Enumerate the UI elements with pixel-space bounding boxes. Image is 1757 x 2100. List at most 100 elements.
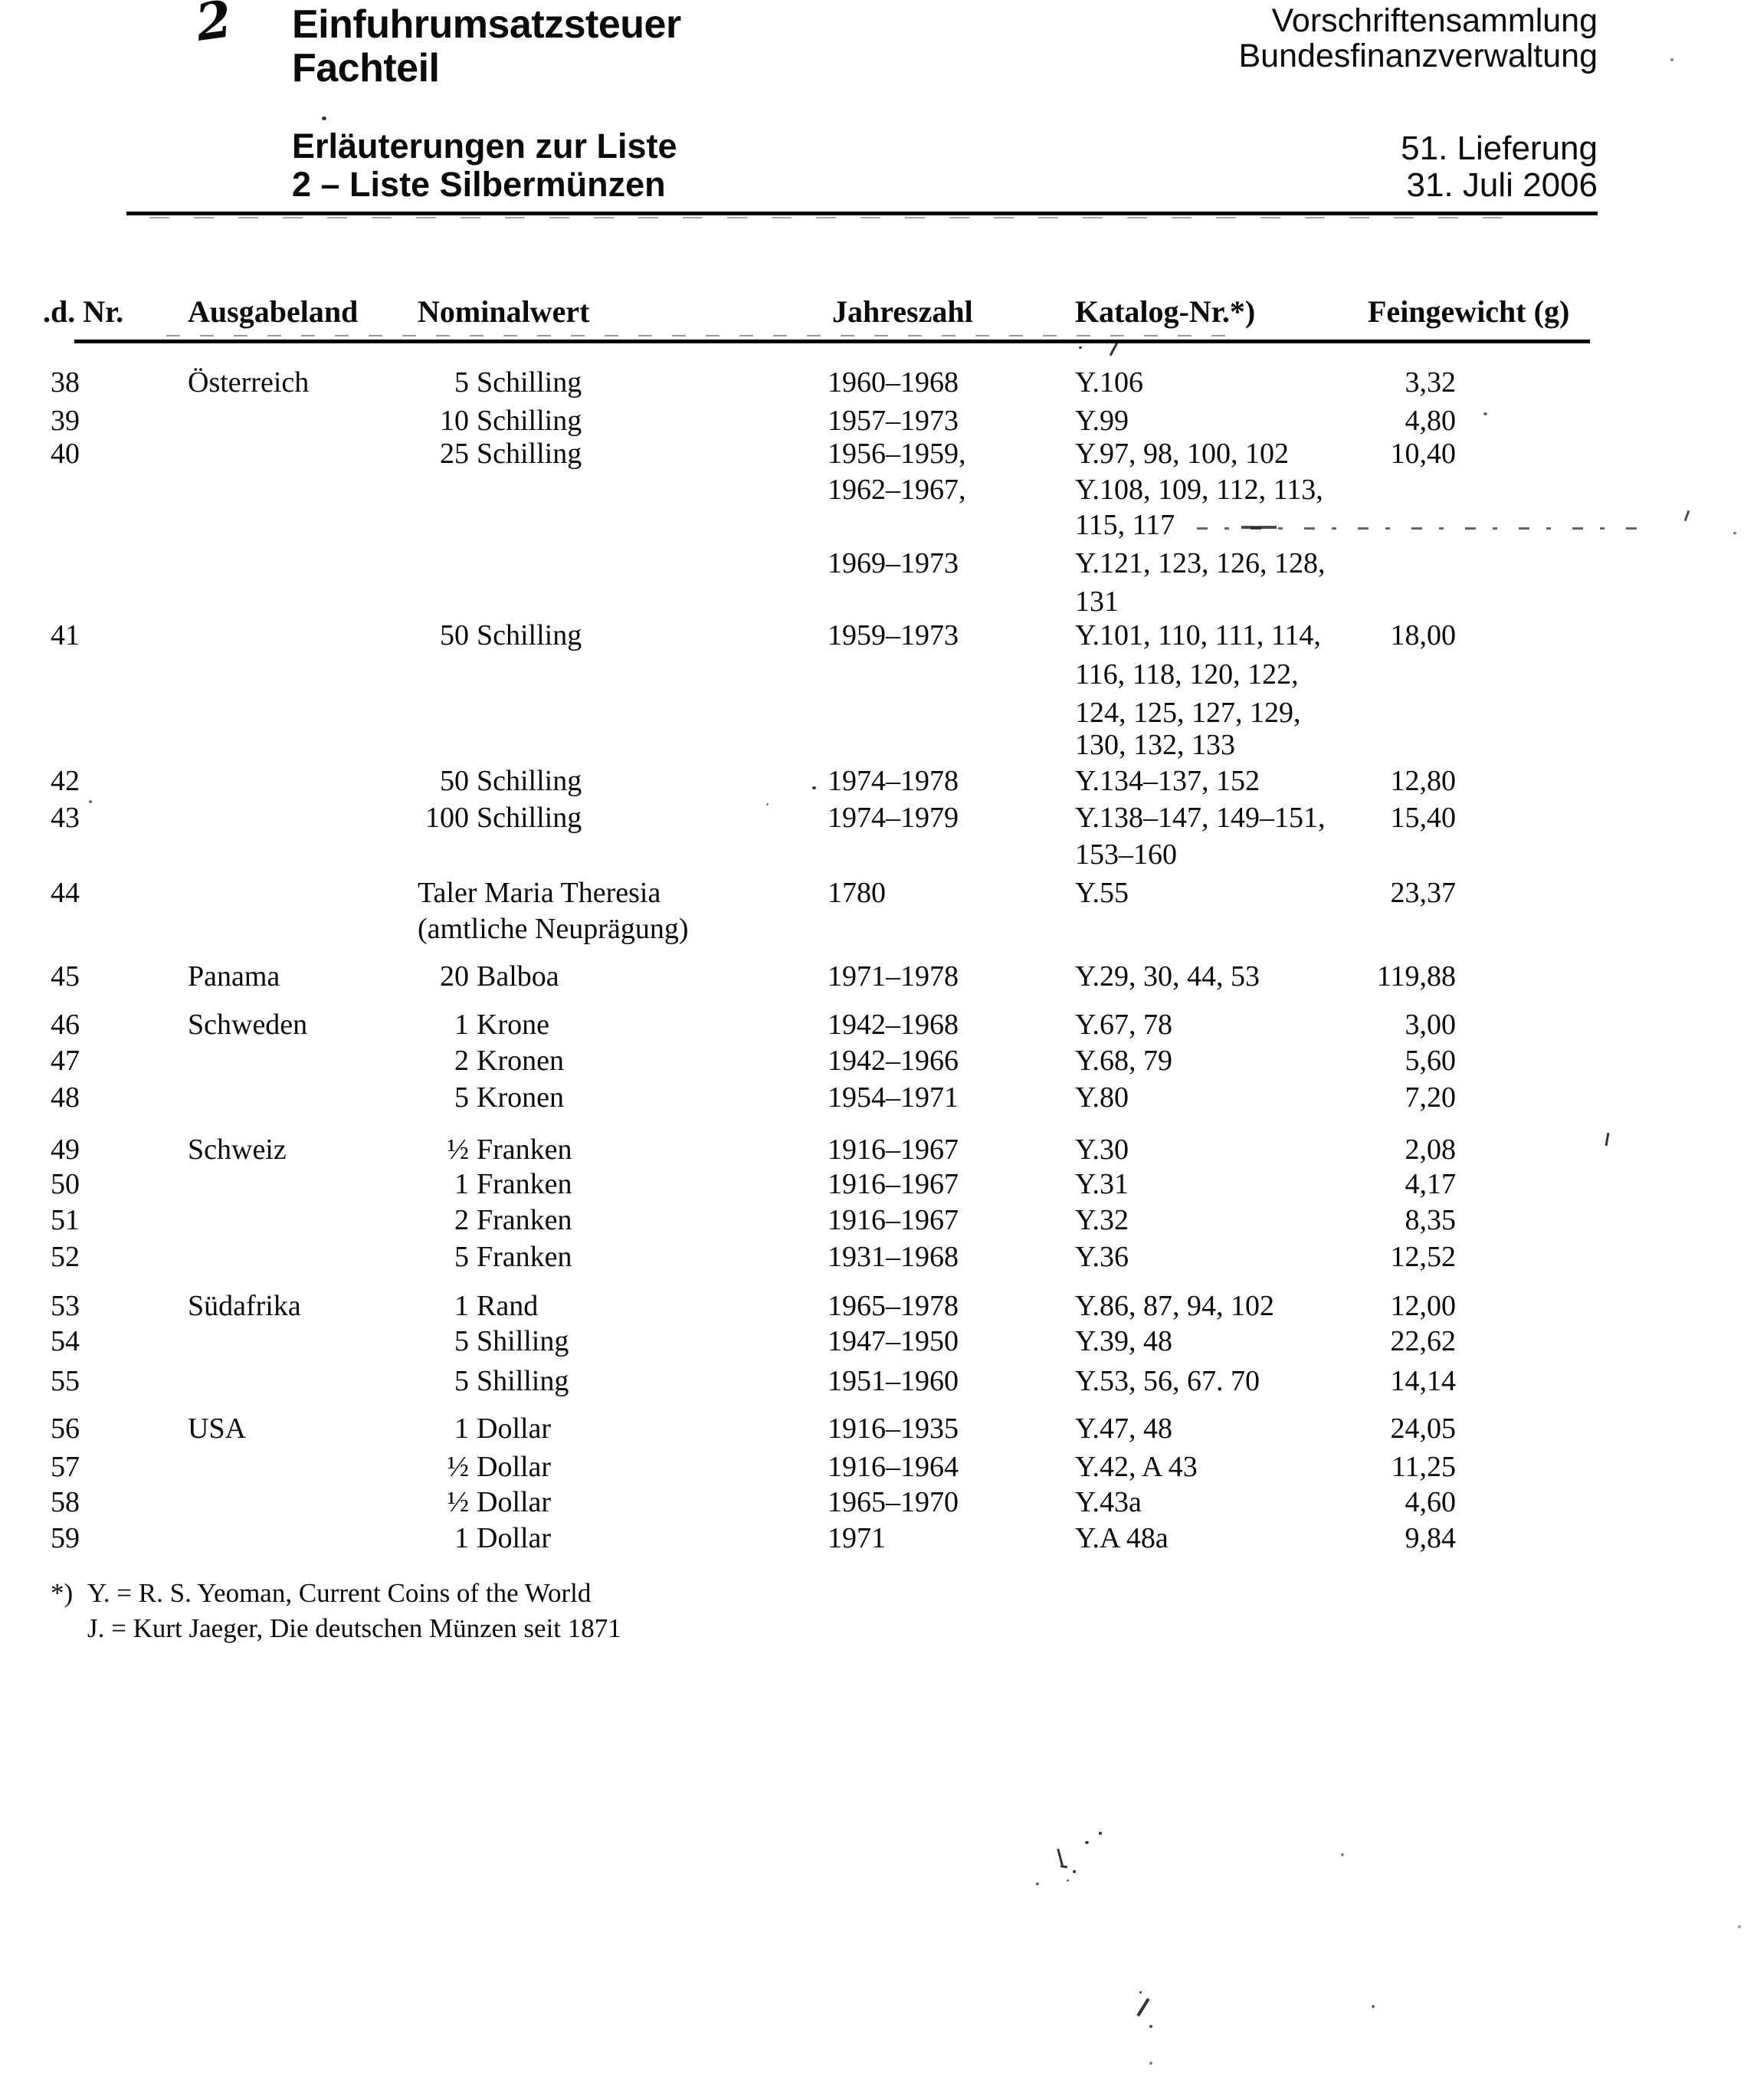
table-row: 51 2 Franken 1916–1967 Y.32 8,35 [0,1203,1757,1240]
row-weight: 3,32 [1405,366,1457,399]
table-row: 55 5 Shilling 1951–1960 Y.53, 56, 67. 70… [0,1364,1757,1401]
table-row: 52 5 Franken 1931–1968 Y.36 12,52 [0,1240,1757,1277]
row-nominal-amount: 1 [454,1290,469,1322]
row-weight: 2,08 [1405,1134,1457,1166]
row-weight: 23,37 [1390,877,1457,909]
row-year: 1960–1968 [828,366,959,399]
scan-artifact [1099,1832,1102,1835]
row-nr: 48 [51,1081,80,1114]
scan-artifact [322,116,326,120]
table-row-continuation: 124, 125, 127, 129, [0,696,1757,733]
scan-artifact [1136,1997,1150,2017]
row-catalog: Y.138–147, 149–151, [1075,802,1326,834]
row-nr: 44 [51,877,80,909]
row-catalog: Y.43a [1075,1486,1142,1518]
publisher-line2: Bundesfinanzverwaltung [1238,38,1598,74]
publisher-line1: Vorschriftensammlung [1271,2,1598,39]
table-row: 50 1 Franken 1916–1967 Y.31 4,17 [0,1167,1757,1204]
scan-artifact [1060,1865,1068,1869]
row-catalog: Y.47, 48 [1075,1413,1173,1445]
row-year: 1916–1964 [828,1451,959,1483]
subtitle-line2: 2 – Liste Silbermünzen [292,165,666,204]
row-country: Südafrika [188,1290,301,1322]
scan-artifact [1149,2025,1152,2028]
row-catalog: Y.80 [1075,1081,1129,1114]
row-nominal-amount: 5 [454,1241,469,1273]
row-catalog: Y.67, 78 [1075,1009,1173,1041]
row-nr: 45 [51,960,80,993]
scan-artifact [89,800,92,803]
row-nominal-amount: ½ [447,1486,470,1518]
table-row: 59 1 Dollar 1971 Y.A 48a 9,84 [0,1521,1757,1558]
document-title: Einfuhrumsatzsteuer Fachteil [292,3,681,90]
row-nr: 43 [51,802,80,834]
row-year: 1780 [828,877,886,909]
row-year: 1957–1973 [828,405,959,437]
row-nr: 42 [51,765,80,797]
scan-artifact [1057,1848,1064,1866]
row-nominal-unit: Dollar [477,1451,552,1483]
scan-artifact [1483,412,1487,415]
table-row-continuation: (amtliche Neuprägung) [0,912,1757,949]
row-year: 1974–1978 [828,765,959,797]
row-catalog: Y.106 [1075,366,1144,399]
column-header-year: Jahreszahl [832,294,973,329]
row-nominal-amount: 50 [440,619,469,651]
column-header-nominal: Nominalwert [418,294,590,329]
row-nominal: (amtliche Neuprägung) [418,913,689,945]
table-header-rule [74,335,1590,343]
row-weight: 12,00 [1390,1290,1457,1322]
row-year: 1959–1973 [828,619,959,651]
row-year: 1931–1968 [828,1241,959,1273]
row-weight: 12,52 [1390,1241,1457,1273]
row-nr: 39 [51,405,80,437]
row-nominal-unit: Franken [477,1168,572,1200]
row-year: 1971 [828,1522,886,1554]
row-country: Schweden [188,1009,308,1041]
table-row-continuation: 116, 118, 120, 122, [0,658,1757,694]
row-year: 1942–1968 [828,1009,959,1041]
row-catalog: Y.121, 123, 126, 128, [1075,547,1326,579]
scan-artifact [1241,526,1277,529]
row-nr: 47 [51,1045,80,1077]
row-nominal-amount: 20 [440,960,469,993]
row-nominal-unit: Schilling [477,405,582,437]
row-year: 1947–1950 [828,1325,959,1357]
row-nr: 55 [51,1365,80,1397]
row-year: 1969–1973 [828,547,959,579]
row-weight: 7,20 [1405,1081,1457,1114]
row-weight: 15,40 [1390,802,1457,834]
row-nominal-unit: Dollar [477,1413,552,1445]
row-country: Schweiz [188,1134,287,1166]
row-weight: 4,80 [1405,405,1457,437]
footnote-line2: J. = Kurt Jaeger, Die deutschen Münzen s… [87,1613,621,1643]
row-year: 1951–1960 [828,1365,959,1397]
row-weight: 9,84 [1405,1522,1457,1554]
row-weight: 11,25 [1391,1451,1456,1483]
row-nr: 50 [51,1168,80,1200]
row-nominal-amount: 1 [454,1009,469,1041]
column-header-country: Ausgabeland [188,294,359,329]
row-catalog: Y.53, 56, 67. 70 [1075,1365,1260,1397]
table-row-continuation: 1962–1967, Y.108, 109, 112, 113, [0,473,1757,510]
row-year: 1956–1959, [828,438,966,470]
footnote-line1: Y. = R. S. Yeoman, Current Coins of the … [87,1578,592,1608]
row-nr: 46 [51,1009,80,1041]
row-nr: 49 [51,1134,80,1166]
row-weight: 10,40 [1390,438,1457,470]
row-nominal-unit: Franken [477,1134,572,1166]
row-year: 1916–1935 [828,1413,959,1445]
table-row-continuation: 115, 117 [0,508,1757,545]
row-nr: 41 [51,619,80,651]
row-weight: 4,17 [1405,1168,1457,1200]
row-year: 1965–1970 [828,1486,959,1518]
document-title-line2: Fachteil [292,46,440,90]
table-row: 38 Österreich 5 Schilling 1960–1968 Y.10… [0,366,1757,402]
subtitle-line1: Erläuterungen zur Liste [292,126,677,166]
row-nr: 56 [51,1413,80,1445]
row-nominal-amount: 5 [454,366,469,399]
document-subtitle: Erläuterungen zur Liste 2 – Liste Silber… [292,127,677,204]
table-row: 58 ½ Dollar 1965–1970 Y.43a 4,60 [0,1485,1757,1522]
row-nominal-unit: Dollar [477,1522,552,1554]
row-nominal-unit: Rand [477,1290,539,1322]
